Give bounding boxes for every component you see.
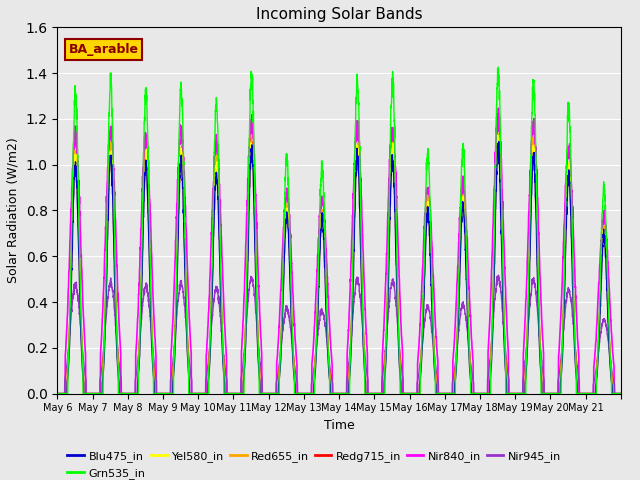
Grn535_in bbox=[412, 391, 419, 396]
Line: Yel580_in: Yel580_in bbox=[58, 135, 621, 394]
Grn535_in bbox=[169, 391, 177, 396]
Line: Grn535_in: Grn535_in bbox=[58, 67, 621, 394]
Legend: Blu475_in, Grn535_in, Yel580_in, Red655_in, Redg715_in, Nir840_in, Nir945_in: Blu475_in, Grn535_in, Yel580_in, Red655_… bbox=[63, 447, 566, 480]
Nir945_in bbox=[531, 280, 539, 286]
Redg715_in bbox=[412, 391, 419, 396]
Grn535_in bbox=[617, 391, 625, 396]
Blu475_in bbox=[54, 391, 61, 396]
Yel580_in bbox=[494, 132, 502, 138]
Nir840_in bbox=[531, 133, 539, 139]
Line: Nir945_in: Nir945_in bbox=[58, 275, 621, 394]
Red655_in bbox=[169, 391, 177, 396]
Nir945_in bbox=[169, 361, 177, 367]
Y-axis label: Solar Radiation (W/m2): Solar Radiation (W/m2) bbox=[7, 138, 20, 283]
Yel580_in bbox=[611, 391, 619, 396]
Nir840_in bbox=[495, 105, 502, 111]
Nir945_in bbox=[495, 272, 502, 278]
Nir840_in bbox=[497, 160, 505, 166]
Yel580_in bbox=[461, 235, 469, 240]
Grn535_in bbox=[54, 391, 61, 396]
Redg715_in bbox=[461, 232, 469, 238]
Yel580_in bbox=[412, 391, 419, 396]
Red655_in bbox=[617, 391, 625, 396]
Red655_in bbox=[412, 391, 419, 396]
Red655_in bbox=[54, 391, 61, 396]
Red655_in bbox=[497, 205, 505, 211]
Redg715_in bbox=[497, 209, 505, 215]
Grn535_in bbox=[461, 182, 469, 188]
Blu475_in bbox=[617, 391, 625, 396]
Blu475_in bbox=[497, 231, 505, 237]
Grn535_in bbox=[497, 168, 505, 174]
Grn535_in bbox=[495, 64, 502, 70]
Redg715_in bbox=[54, 391, 61, 396]
Nir840_in bbox=[461, 198, 469, 204]
Nir945_in bbox=[412, 391, 419, 396]
Title: Incoming Solar Bands: Incoming Solar Bands bbox=[256, 7, 422, 22]
Redg715_in bbox=[611, 391, 619, 396]
Redg715_in bbox=[248, 137, 255, 143]
Yel580_in bbox=[169, 391, 177, 396]
Nir840_in bbox=[617, 391, 625, 396]
Nir840_in bbox=[54, 391, 61, 396]
Text: BA_arable: BA_arable bbox=[68, 43, 139, 56]
Blu475_in bbox=[461, 232, 469, 238]
Nir945_in bbox=[54, 391, 61, 396]
Yel580_in bbox=[497, 222, 505, 228]
Nir945_in bbox=[611, 391, 619, 396]
Red655_in bbox=[611, 391, 619, 396]
Line: Blu475_in: Blu475_in bbox=[58, 142, 621, 394]
Blu475_in bbox=[531, 171, 539, 177]
Red655_in bbox=[495, 131, 502, 137]
Red655_in bbox=[531, 158, 539, 164]
Nir945_in bbox=[497, 289, 505, 295]
Blu475_in bbox=[412, 391, 419, 396]
Redg715_in bbox=[531, 165, 539, 170]
Line: Red655_in: Red655_in bbox=[58, 134, 621, 394]
Nir945_in bbox=[461, 311, 469, 317]
Nir840_in bbox=[412, 391, 419, 396]
Nir945_in bbox=[617, 391, 625, 396]
Nir840_in bbox=[611, 391, 619, 396]
Line: Nir840_in: Nir840_in bbox=[58, 108, 621, 394]
Line: Redg715_in: Redg715_in bbox=[58, 140, 621, 394]
Yel580_in bbox=[54, 391, 61, 396]
Grn535_in bbox=[611, 391, 619, 396]
Nir840_in bbox=[169, 320, 177, 325]
Blu475_in bbox=[495, 139, 502, 144]
Grn535_in bbox=[531, 112, 539, 118]
Red655_in bbox=[461, 221, 469, 227]
Yel580_in bbox=[531, 161, 539, 167]
Yel580_in bbox=[617, 391, 625, 396]
Redg715_in bbox=[617, 391, 625, 396]
Blu475_in bbox=[169, 391, 177, 396]
Blu475_in bbox=[611, 391, 619, 396]
Redg715_in bbox=[169, 391, 177, 396]
X-axis label: Time: Time bbox=[324, 419, 355, 432]
